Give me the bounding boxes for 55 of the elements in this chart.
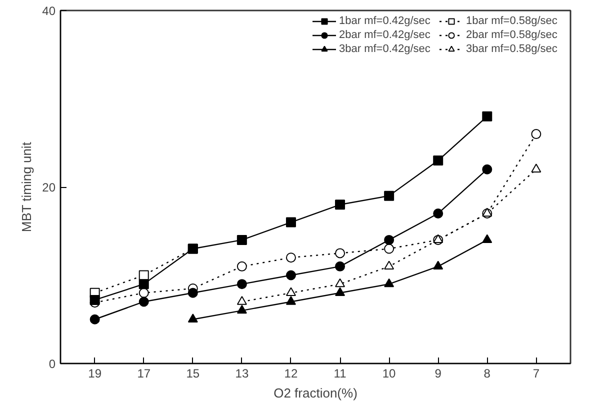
point: [236, 279, 247, 290]
legend-label: 3bar mf=0.42g/sec: [339, 42, 432, 56]
point: [482, 111, 492, 122]
x-tick-label: 13: [235, 366, 249, 380]
x-tick-label: 9: [434, 366, 442, 380]
y-tick-label: 0: [48, 357, 56, 371]
x-tick-label: 12: [284, 366, 298, 380]
x-tick-label: 10: [382, 366, 396, 380]
x-tick-label: 11: [334, 366, 347, 380]
y-axis-title: MBT timing unit: [19, 142, 34, 232]
point: [482, 164, 492, 174]
point: [286, 296, 296, 305]
legend-label: 3bar mf=0.58g/sec: [466, 42, 558, 56]
point: [236, 261, 247, 272]
point: [531, 164, 542, 172]
point: [384, 234, 394, 245]
point: [138, 296, 149, 307]
x-axis-title: O2 fraction(%): [274, 386, 358, 400]
point: [335, 200, 346, 210]
point: [236, 234, 247, 245]
y-tick-label: 20: [42, 180, 56, 194]
point: [384, 260, 394, 270]
point: [335, 287, 346, 296]
y-tick-label: 40: [42, 4, 56, 18]
point: [90, 294, 100, 305]
point: [188, 314, 198, 322]
point: [286, 287, 296, 296]
point: [236, 304, 247, 314]
legend-label: 1bar mf=0.58g/sec: [466, 14, 558, 28]
point: [531, 129, 542, 140]
point: [482, 234, 492, 244]
x-tick-label: 17: [137, 366, 151, 380]
point: [286, 252, 296, 263]
point: [433, 156, 444, 166]
point: [138, 279, 149, 290]
point: [384, 278, 394, 288]
point: [236, 296, 247, 305]
point: [335, 261, 346, 272]
point: [90, 314, 100, 324]
point: [433, 260, 444, 270]
legend-label: 2bar mf=0.42g/sec: [339, 28, 432, 42]
point: [188, 288, 198, 298]
x-tick-label: 8: [484, 366, 491, 380]
point: [286, 270, 296, 280]
point: [384, 190, 394, 201]
legend-label: 1bar mf=0.42g/sec: [339, 14, 432, 28]
point: [433, 208, 444, 218]
point: [384, 244, 394, 254]
point: [335, 248, 346, 258]
legend-label: 2bar mf=0.58g/sec: [466, 28, 558, 42]
x-tick-label: 15: [186, 366, 200, 380]
point: [286, 217, 296, 228]
x-tick-label: 7: [532, 366, 540, 380]
point: [335, 278, 346, 288]
x-tick-label: 19: [88, 366, 102, 380]
